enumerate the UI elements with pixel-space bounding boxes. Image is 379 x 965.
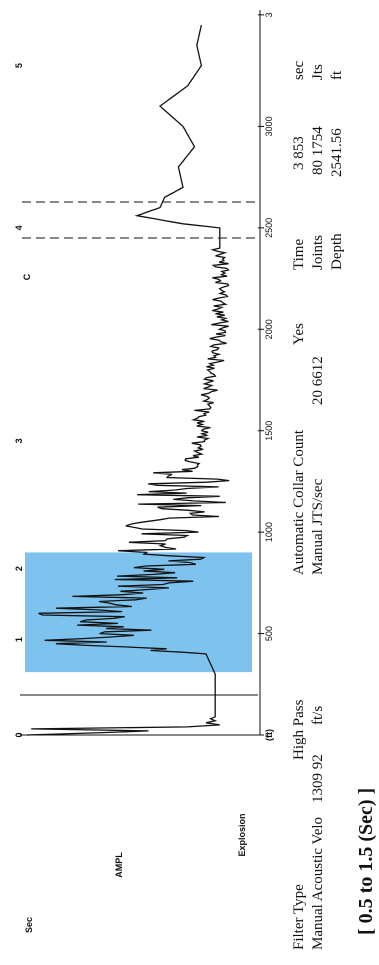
depth-unit-label: (ft) (264, 729, 274, 741)
time-axis-ticks: 0 1 2 3 4 5 (14, 63, 24, 737)
time-tick-label: 1 (14, 637, 24, 642)
depth-axis-ticks: 0 500 1000 1500 2000 2500 3000 3 (258, 12, 274, 738)
time-tick-label: 2 (14, 566, 24, 571)
depth-tick-label: 2500 (264, 218, 274, 238)
time-axis-label: Sec (24, 917, 34, 933)
time-tick-label: 5 (14, 63, 24, 68)
manual-jts-label: Manual JTS/sec (310, 478, 326, 575)
time-tick-label: 3 (14, 438, 24, 443)
manual-jts-value: 20 6612 (310, 356, 326, 405)
time-tick-label: 0 (14, 732, 24, 737)
manual-velocity-value: 1309 92 (310, 754, 326, 803)
depth-value: 2541.56 (329, 128, 345, 177)
amplitude-label: AMPL (114, 852, 124, 878)
marker-c: C (22, 273, 32, 280)
filter-type-label: Filter Type (291, 884, 307, 950)
time-unit: sec (291, 61, 307, 80)
joints-value: 80 1754 (310, 126, 326, 175)
manual-velocity-unit: ft/s (310, 706, 326, 725)
joints-unit: Jts (310, 64, 326, 80)
time-tick-label: 4 (14, 225, 24, 230)
depth-tick-label: 1000 (264, 522, 274, 542)
trace-label: Explosion (237, 813, 247, 856)
depth-tick-label: 500 (264, 626, 274, 641)
chart-frame (20, 10, 261, 736)
highlight-caption: [ 0.5 to 1.5 (Sec) ] (355, 788, 377, 935)
filter-type-value: High Pass (291, 699, 307, 760)
acoustic-trace (26, 24, 230, 736)
time-value: 3 853 (291, 136, 307, 170)
depth-unit: ft (329, 70, 345, 80)
depth-label: Depth (329, 233, 345, 270)
marker-c-label: C (22, 273, 32, 280)
time-label: Time (291, 239, 307, 270)
depth-tick-label: 3000 (264, 116, 274, 136)
manual-velocity-label: Manual Acoustic Velo (310, 817, 326, 950)
collar-markers (22, 201, 258, 239)
depth-tick-label: 1500 (264, 421, 274, 441)
depth-tick-label: 2000 (264, 319, 274, 339)
depth-tick-label: 0 (264, 732, 274, 737)
auto-collar-label: Automatic Collar Count (291, 429, 307, 575)
joints-label: Joints (310, 235, 326, 270)
auto-collar-value: Yes (291, 323, 307, 345)
depth-tick-label: 3 (264, 12, 274, 17)
